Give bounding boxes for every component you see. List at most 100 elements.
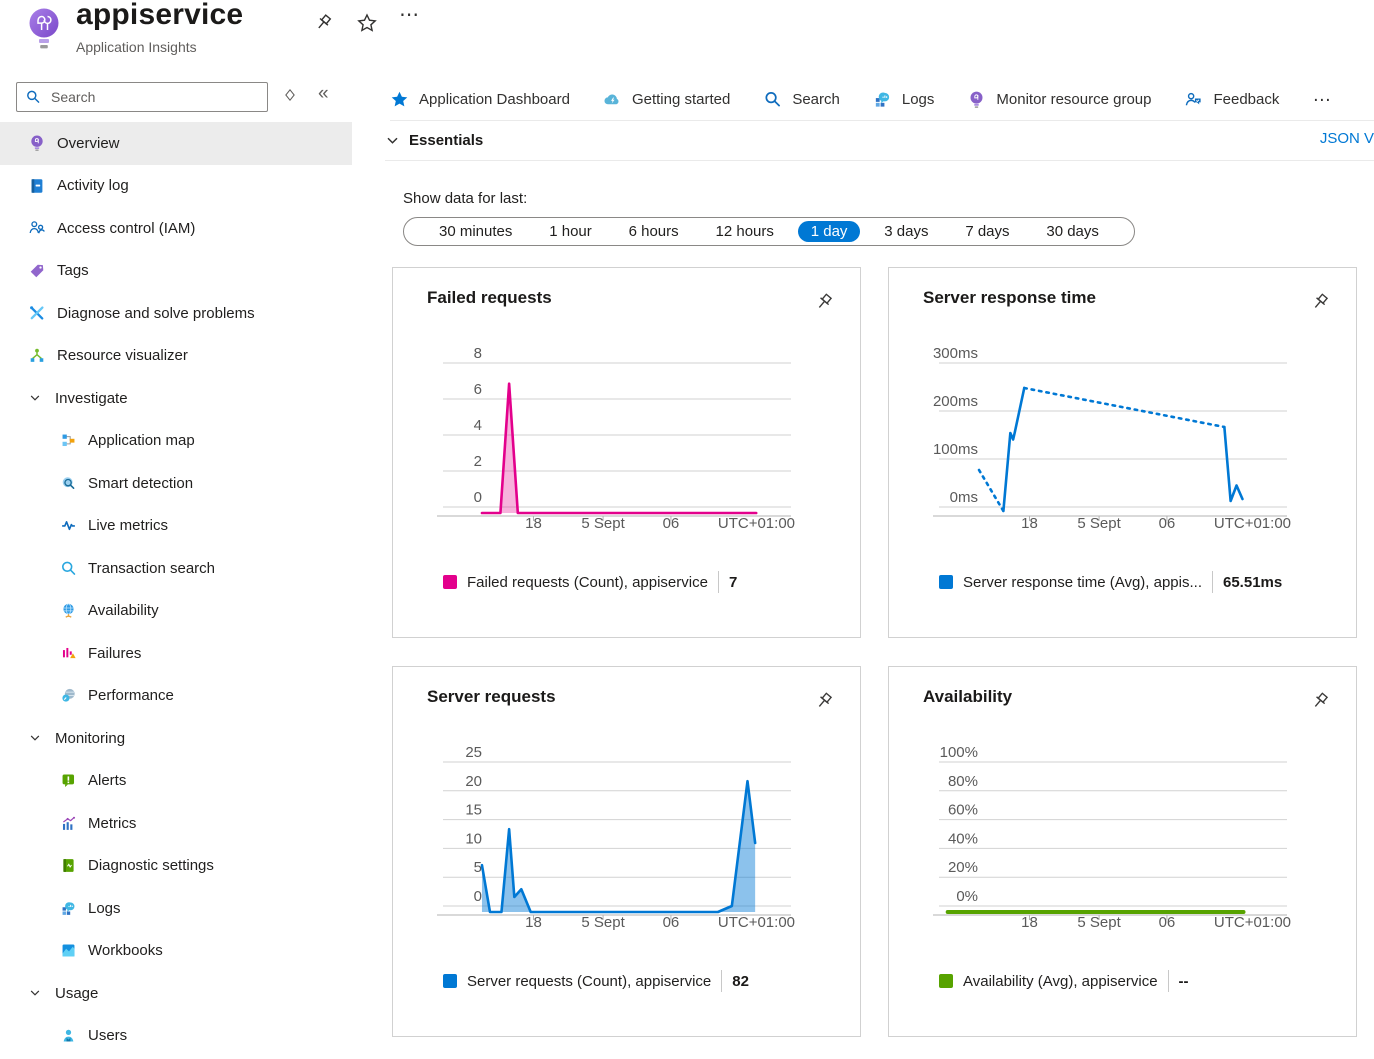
time-range-option-30-minutes[interactable]: 30 minutes <box>439 223 513 240</box>
application-map-icon <box>60 432 77 449</box>
sidebar-item-label: Tags <box>57 262 89 280</box>
legend-separator <box>1167 970 1169 992</box>
svg-text:UTC+01:00: UTC+01:00 <box>1214 914 1291 931</box>
svg-text:0ms: 0ms <box>950 489 978 506</box>
time-range-option-7-days[interactable]: 7 days <box>965 223 1010 240</box>
svg-text:UTC+01:00: UTC+01:00 <box>718 515 795 532</box>
essentials-label[interactable]: Essentials <box>409 131 484 149</box>
sidebar-item-logs[interactable]: Logs <box>0 887 352 930</box>
sidebar-item-diagnostic-settings[interactable]: Diagnostic settings <box>0 845 352 888</box>
page-header: appiservice Application Insights ⋯ <box>0 0 1374 78</box>
sidebar-item-label: Monitoring <box>55 729 126 747</box>
sidebar-item-label: Diagnostic settings <box>88 857 214 875</box>
toolbar-item-application-dashboard[interactable]: Application Dashboard <box>390 90 570 109</box>
sidebar-item-label: Metrics <box>88 814 137 832</box>
svg-text:4: 4 <box>474 417 482 434</box>
chevron-down-icon <box>28 731 42 745</box>
chart-plot: 25 20 15 10 5 0 18 5 Sept 06 UTC+01:00 <box>437 744 795 931</box>
toolbar-item-search[interactable]: Search <box>763 90 840 109</box>
svg-text:UTC+01:00: UTC+01:00 <box>718 914 795 931</box>
toolbar-item-monitor-resource-group[interactable]: Monitor resource group <box>967 90 1151 109</box>
failures-icon <box>60 645 77 662</box>
metric-card-availability: Availability 100% 80% 60% 40% 20% 0% 18 5 Sept 06… <box>888 666 1357 1037</box>
svg-text:5 Sept: 5 Sept <box>581 515 625 532</box>
chevron-down-icon[interactable] <box>385 133 400 148</box>
sidebar-item-diagnose-and-solve-problems[interactable]: Diagnose and solve problems <box>0 292 352 335</box>
sidebar-search-box[interactable] <box>16 82 268 112</box>
more-icon[interactable]: ⋯ <box>399 4 420 26</box>
sidebar-item-performance[interactable]: Performance <box>0 675 352 718</box>
time-range-option-12-hours[interactable]: 12 hours <box>715 223 774 240</box>
svg-text:100%: 100% <box>940 744 978 761</box>
legend-separator <box>1212 571 1213 593</box>
toolbar-item-label: Monitor resource group <box>996 90 1152 108</box>
toolbar-item-getting-started[interactable]: Getting started <box>603 90 730 109</box>
sidebar-item-metrics[interactable]: Metrics <box>0 802 352 845</box>
sidebar-item-monitoring[interactable]: Monitoring <box>0 717 352 760</box>
sidebar-item-label: Logs <box>88 899 121 917</box>
sidebar-item-alerts[interactable]: Alerts <box>0 760 352 803</box>
svg-text:100ms: 100ms <box>933 441 978 458</box>
diagnostic-settings-icon <box>60 857 77 874</box>
sidebar-item-usage[interactable]: Usage <box>0 972 352 1015</box>
sidebar-item-resource-visualizer[interactable]: Resource visualizer <box>0 335 352 378</box>
svg-text:60%: 60% <box>948 802 978 819</box>
main-content: Application Dashboard Getting started Sear… <box>352 78 1374 1059</box>
sidebar-item-investigate[interactable]: Investigate <box>0 377 352 420</box>
svg-text:5: 5 <box>474 859 482 876</box>
toolbar-item-feedback[interactable]: Feedback <box>1184 90 1279 109</box>
legend-label: Server requests (Count), appiservice <box>467 972 712 990</box>
pin-chart-icon[interactable] <box>1308 690 1331 713</box>
sidebar-item-label: Workbooks <box>88 942 163 960</box>
sidebar-item-overview[interactable]: Overview <box>0 122 352 165</box>
chart-plot: 100% 80% 60% 40% 20% 0% 18 5 Sept 06 UTC+01:00 <box>933 744 1291 931</box>
performance-icon <box>60 687 77 704</box>
sidebar-item-availability[interactable]: Availability <box>0 590 352 633</box>
sidebar-item-label: Alerts <box>88 772 127 790</box>
svg-text:06: 06 <box>1159 914 1176 931</box>
sidebar-item-workbooks[interactable]: Workbooks <box>0 930 352 973</box>
sidebar-item-transaction-search[interactable]: Transaction search <box>0 547 352 590</box>
time-range-option-30-days[interactable]: 30 days <box>1046 223 1099 240</box>
svg-text:15: 15 <box>465 802 482 819</box>
sidebar-item-activity-log[interactable]: Activity log <box>0 165 352 208</box>
time-range-option-1-day[interactable]: 1 day <box>797 221 861 242</box>
collapse-sidebar-icon[interactable]: « <box>318 83 329 104</box>
sidebar-item-failures[interactable]: Failures <box>0 632 352 675</box>
sidebar-item-label: Access control (IAM) <box>57 219 196 237</box>
chart-title: Server response time <box>923 288 1096 307</box>
sidebar-item-smart-detection[interactable]: Smart detection <box>0 462 352 505</box>
pin-chart-icon[interactable] <box>1308 291 1331 314</box>
chevron-down-icon <box>28 986 42 1000</box>
lightbulb-icon <box>967 90 986 109</box>
sidebar-item-label: Diagnose and solve problems <box>57 304 255 322</box>
svg-text:06: 06 <box>663 914 680 931</box>
toolbar-more-icon[interactable]: … <box>1312 85 1333 106</box>
time-range-option-3-days[interactable]: 3 days <box>884 223 929 240</box>
diamond-icon[interactable] <box>282 87 298 103</box>
toolbar-item-label: Feedback <box>1213 90 1280 108</box>
sidebar-item-application-map[interactable]: Application map <box>0 420 352 463</box>
sidebar-item-label: Application map <box>88 432 195 450</box>
chevron-down-icon <box>28 391 42 405</box>
metric-card-server-requests: Server requests 25 20 15 10 5 0 18 5 Sept 06 UTC+0… <box>392 666 861 1037</box>
page-title: appiservice <box>76 0 244 31</box>
sidebar-item-live-metrics[interactable]: Live metrics <box>0 505 352 548</box>
json-view-link[interactable]: JSON V <box>1319 130 1374 147</box>
pin-chart-icon[interactable] <box>812 291 835 314</box>
chart-title: Server requests <box>427 687 556 706</box>
time-range-option-6-hours[interactable]: 6 hours <box>628 223 679 240</box>
favorite-star-icon[interactable] <box>356 12 378 34</box>
pin-chart-icon[interactable] <box>812 690 835 713</box>
sidebar-item-access-control-iam[interactable]: Access control (IAM) <box>0 207 352 250</box>
pin-icon[interactable] <box>312 12 334 34</box>
metric-card-failed-requests: Failed requests 8 6 4 2 0 18 5 Sept 06 UTC+01:00 F… <box>392 267 861 638</box>
page-subtitle: Application Insights <box>76 39 197 55</box>
sidebar-item-label: Resource visualizer <box>57 347 188 365</box>
sidebar-item-users[interactable]: Users <box>0 1015 352 1058</box>
time-range-option-1-hour[interactable]: 1 hour <box>549 223 592 240</box>
sidebar-search-input[interactable] <box>49 88 259 106</box>
sidebar-nav: Overview Activity log Access control (IAM)… <box>0 122 352 1057</box>
sidebar-item-tags[interactable]: Tags <box>0 250 352 293</box>
toolbar-item-logs[interactable]: Logs <box>873 90 934 109</box>
